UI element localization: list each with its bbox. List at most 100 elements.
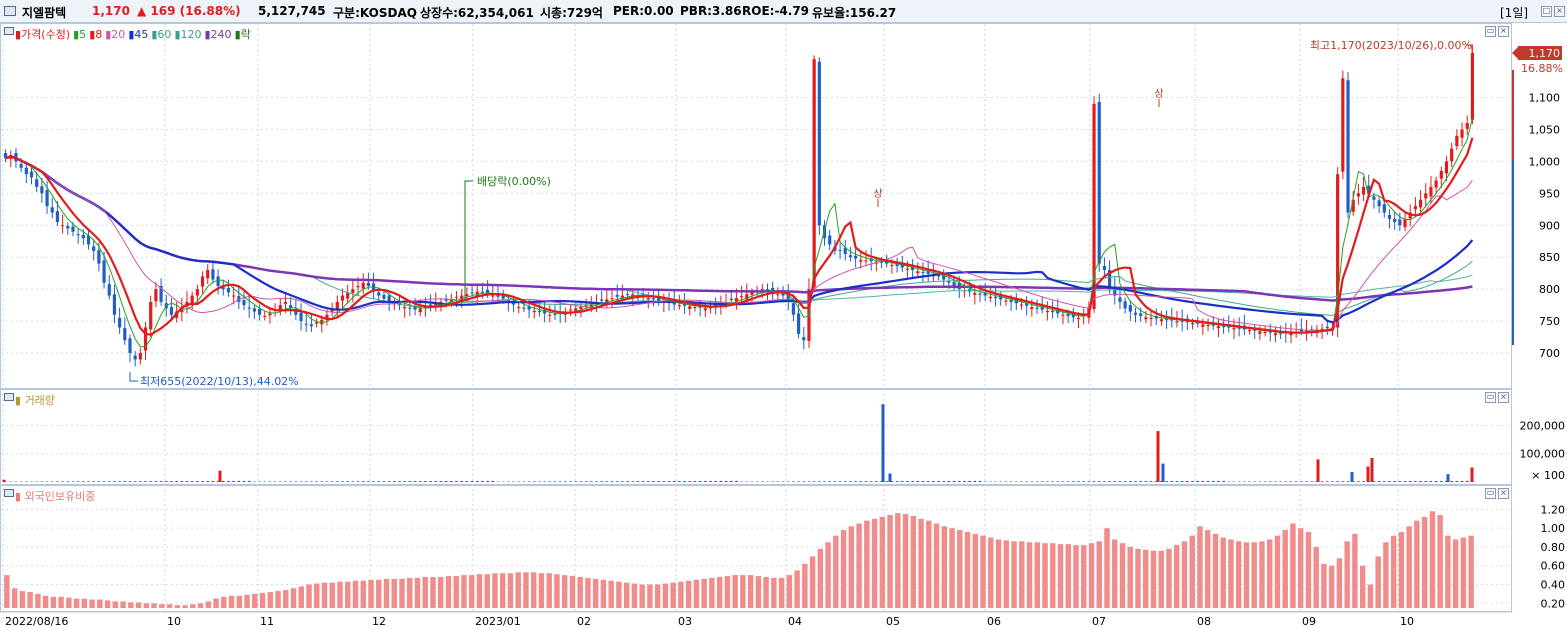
foreign-bar [1266,539,1273,608]
panel-menu-icon[interactable] [4,393,14,401]
foreign-bar [1398,531,1405,608]
foreign-bar [1359,565,1366,608]
candle-body [973,293,977,295]
candle-body [771,287,775,293]
foreign-bar [523,572,529,608]
volume-bar [66,481,70,482]
candle-body [102,260,106,283]
foreign-bar [871,518,878,608]
volume-bar [1014,481,1018,482]
foreign-bar [469,575,475,608]
foreign-bar [693,579,700,608]
foreign-bar [654,584,661,608]
candle-body [232,295,236,297]
volume-bar [180,481,184,482]
float-ratio: 유보율:156.27 [812,6,897,20]
panel-close-icon[interactable]: × [1498,392,1509,403]
volume-bar [242,480,246,482]
foreign-bar [778,577,785,608]
candle-body [1113,286,1117,296]
volume-bar [854,481,857,482]
panel-menu-icon[interactable] [4,489,14,497]
candle-body [1061,314,1065,316]
volume-bar [1388,481,1391,482]
candle-body [1341,78,1345,172]
foreign-bar [314,583,320,608]
candle-body [356,285,360,288]
foreign-bar [1127,546,1133,608]
foreign-bar [1305,531,1312,608]
volume-bar [1165,481,1168,482]
price-change: ▲ 169 (16.88%) [137,4,241,18]
ma5-line [5,117,1473,348]
candle-body [527,306,531,310]
panel-close-icon[interactable]: × [1498,488,1509,499]
volume-bar [569,481,572,482]
foreign-bar [445,576,452,608]
volume-bar [475,480,479,482]
foreign-bar [926,520,932,608]
period-button[interactable]: [1일] [1500,6,1529,20]
close-icon[interactable]: × [1554,6,1565,17]
candle-body [377,292,381,296]
volume-bar [937,480,940,482]
volume-bar [1279,481,1282,482]
volume-bar [802,481,806,482]
high-annotation: 최고1,170(2023/10/26),0.00% [1310,39,1472,52]
x-axis-label: 03 [678,615,692,628]
foreign-bar [608,580,614,608]
panel-maximize-icon[interactable]: ▭ [1485,392,1496,403]
volume-bar [1046,481,1049,482]
x-axis-label: 2022/08/16 [5,615,68,628]
volume-bar [631,481,635,482]
legend-item: ▮60 [151,28,172,41]
x-axis-label: 06 [987,615,1001,628]
candle-body [584,305,588,307]
foreign-bar [112,601,119,608]
candle-body [1351,199,1355,212]
x-axis-label: 09 [1302,615,1316,628]
volume-bar [159,481,163,482]
volume-bar [486,480,489,482]
volume-bar [957,480,961,482]
volume-bar [232,480,235,482]
candle-body [838,250,842,252]
x-axis-label: 04 [788,615,802,628]
volume-bar [704,480,707,482]
volume-bar [216,480,220,482]
volume-bar [50,481,54,482]
candle-body [320,319,324,325]
foreign-bar [1274,535,1281,608]
window-icon[interactable] [4,6,16,16]
candle-body [600,299,604,301]
volume-bar [1408,481,1412,482]
foreign-bar [476,574,483,608]
candle-body [879,261,884,263]
candle-body [107,284,111,296]
foreign-bar [1383,542,1389,608]
foreign-bar [1143,549,1149,608]
panel-maximize-icon[interactable]: ▭ [1485,488,1496,499]
candle-body [703,308,707,311]
window-control-icon[interactable]: □ [1541,6,1552,17]
candle-body [480,291,485,293]
candle-body [848,255,853,258]
candle-body [387,295,391,302]
candle-body [776,294,780,296]
panel-close-icon[interactable]: × [1498,26,1509,37]
candle-body [1139,313,1143,316]
high-arrow [1466,44,1473,52]
foreign-bar [1390,535,1397,608]
volume-bar [652,481,655,482]
volume-bar [377,481,381,482]
candle-body [128,338,132,354]
volume-panel[interactable]: ▮ 거래량 ▭ × [0,389,1512,485]
panel-menu-icon[interactable] [4,27,14,35]
foreign-bar [995,539,1002,608]
candle-body [226,287,231,293]
foreign-bar [360,580,366,608]
candle-body [206,270,210,279]
volume-bar [1206,480,1210,482]
volume-bar [828,481,832,482]
panel-maximize-icon[interactable]: ▭ [1485,26,1496,37]
